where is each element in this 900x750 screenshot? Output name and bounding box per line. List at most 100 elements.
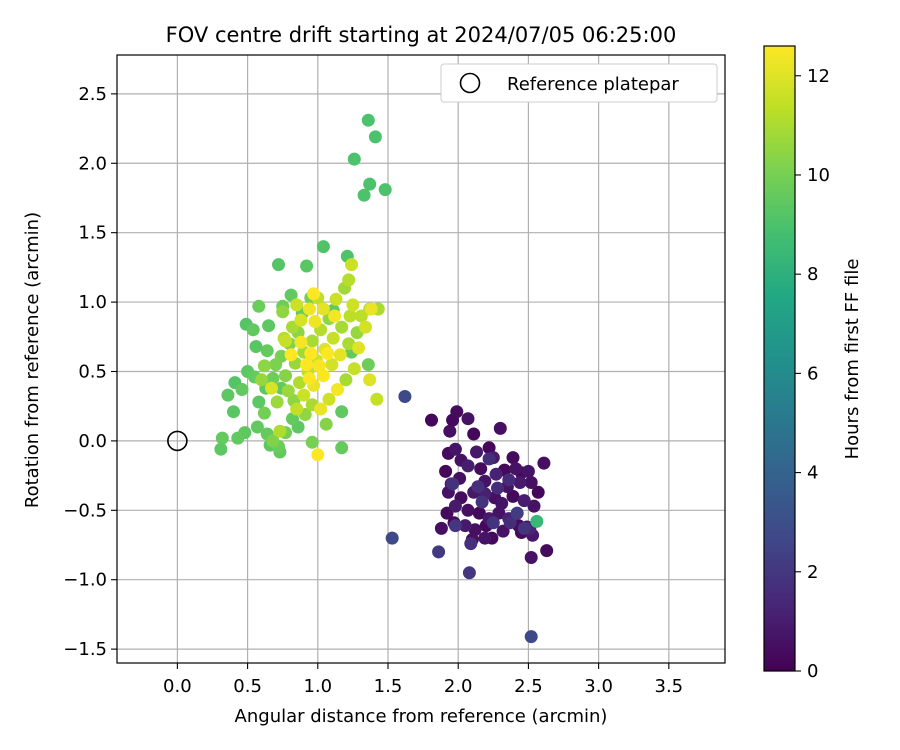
- data-point: [432, 545, 446, 559]
- data-point: [461, 503, 475, 517]
- data-point: [363, 177, 377, 191]
- data-point: [530, 514, 544, 528]
- data-point: [300, 358, 314, 372]
- data-point: [461, 459, 475, 473]
- data-point: [509, 462, 523, 476]
- y-tick-label: −1.5: [63, 639, 107, 660]
- data-point: [524, 476, 538, 489]
- data-point: [467, 427, 481, 441]
- data-point: [363, 373, 377, 387]
- data-point: [513, 476, 527, 489]
- data-point: [352, 341, 365, 355]
- colorbar-gradient: [763, 45, 796, 672]
- data-point: [227, 405, 240, 419]
- colorbar-tick-label: 6: [807, 363, 818, 384]
- data-point: [305, 334, 319, 348]
- data-point: [322, 392, 336, 406]
- data-point: [276, 305, 290, 319]
- y-axis-label: Rotation from reference (arcmin): [22, 212, 43, 508]
- data-point: [491, 481, 504, 495]
- x-tick-label: 1.5: [374, 676, 403, 697]
- x-tick-label: 2.5: [514, 676, 543, 697]
- x-axis-label: Angular distance from reference (arcmin): [235, 706, 608, 727]
- data-point: [290, 402, 304, 416]
- data-point: [297, 388, 311, 402]
- data-point: [472, 506, 486, 520]
- data-point: [443, 424, 457, 438]
- data-point: [468, 523, 482, 537]
- plot-background: [117, 55, 725, 663]
- data-point: [448, 499, 462, 513]
- data-point: [221, 388, 235, 402]
- data-point: [345, 258, 358, 272]
- y-tick-label: 0.5: [78, 361, 107, 382]
- data-point: [279, 369, 292, 383]
- plot-area: 0.0 0.5 1.0 1.5 2.0 2.5 3.0 3.5 −1.5 −1.0 −0.5 0.0…: [63, 54, 726, 697]
- colorbar-ticks: 0 2 4 6 8 10 12: [795, 66, 830, 682]
- data-point: [331, 383, 344, 396]
- y-tick-label: 1.5: [78, 223, 107, 244]
- colorbar-tick-label: 8: [807, 264, 818, 285]
- data-point: [335, 441, 349, 455]
- reference-platepar-marker: [167, 430, 188, 452]
- data-point: [273, 424, 287, 438]
- y-tick-label: 2.0: [78, 153, 107, 174]
- data-point: [314, 402, 328, 416]
- chart-title: FOV centre drift starting at 2024/07/05 …: [166, 23, 677, 47]
- legend: Reference platepar: [440, 63, 718, 103]
- data-point: [316, 369, 330, 383]
- data-point: [333, 348, 347, 362]
- data-point: [307, 287, 321, 301]
- scatter-points: [214, 113, 554, 644]
- data-point: [527, 499, 541, 513]
- data-point: [464, 537, 478, 551]
- y-tick-label: −1.0: [63, 570, 107, 591]
- data-point: [354, 309, 368, 323]
- data-point: [439, 464, 453, 478]
- data-point: [252, 299, 266, 313]
- plot-frame: [116, 54, 726, 664]
- data-point: [342, 273, 356, 287]
- data-point: [482, 452, 496, 466]
- data-point: [290, 298, 304, 312]
- data-point: [482, 441, 496, 455]
- data-point: [521, 464, 535, 478]
- data-point: [272, 258, 285, 272]
- data-point: [257, 406, 271, 420]
- data-point: [495, 496, 509, 510]
- data-point: [540, 544, 554, 558]
- data-point: [364, 302, 378, 316]
- data-point: [343, 309, 357, 323]
- x-axis-ticks: 0.0 0.5 1.0 1.5 2.0 2.5 3.0 3.5: [163, 663, 683, 697]
- data-point: [266, 371, 280, 385]
- colorbar: 0 2 4 6 8 10 12 Hours from first FF file: [763, 45, 863, 682]
- data-point: [361, 358, 375, 372]
- data-point: [270, 395, 284, 409]
- x-tick-label: 3.0: [584, 676, 613, 697]
- data-point: [425, 413, 438, 427]
- data-point: [361, 113, 375, 127]
- x-tick-label: 1.0: [303, 676, 332, 697]
- data-point: [458, 519, 472, 533]
- data-point: [252, 395, 266, 409]
- data-point: [346, 298, 360, 312]
- data-point: [316, 302, 330, 316]
- data-point: [450, 405, 464, 419]
- data-point: [249, 340, 263, 353]
- data-point: [319, 417, 333, 431]
- data-point: [347, 152, 361, 166]
- data-point: [312, 359, 326, 373]
- legend-label: Reference platepar: [507, 74, 679, 95]
- colorbar-tick-label: 10: [807, 165, 830, 186]
- data-point: [357, 188, 371, 202]
- colorbar-tick-label: 0: [807, 661, 818, 682]
- data-point: [235, 383, 249, 396]
- data-point: [359, 320, 372, 334]
- data-point: [257, 359, 271, 373]
- data-point: [325, 358, 339, 372]
- data-point: [524, 551, 538, 564]
- data-point: [284, 288, 298, 302]
- data-point: [311, 448, 325, 462]
- data-point: [517, 521, 531, 535]
